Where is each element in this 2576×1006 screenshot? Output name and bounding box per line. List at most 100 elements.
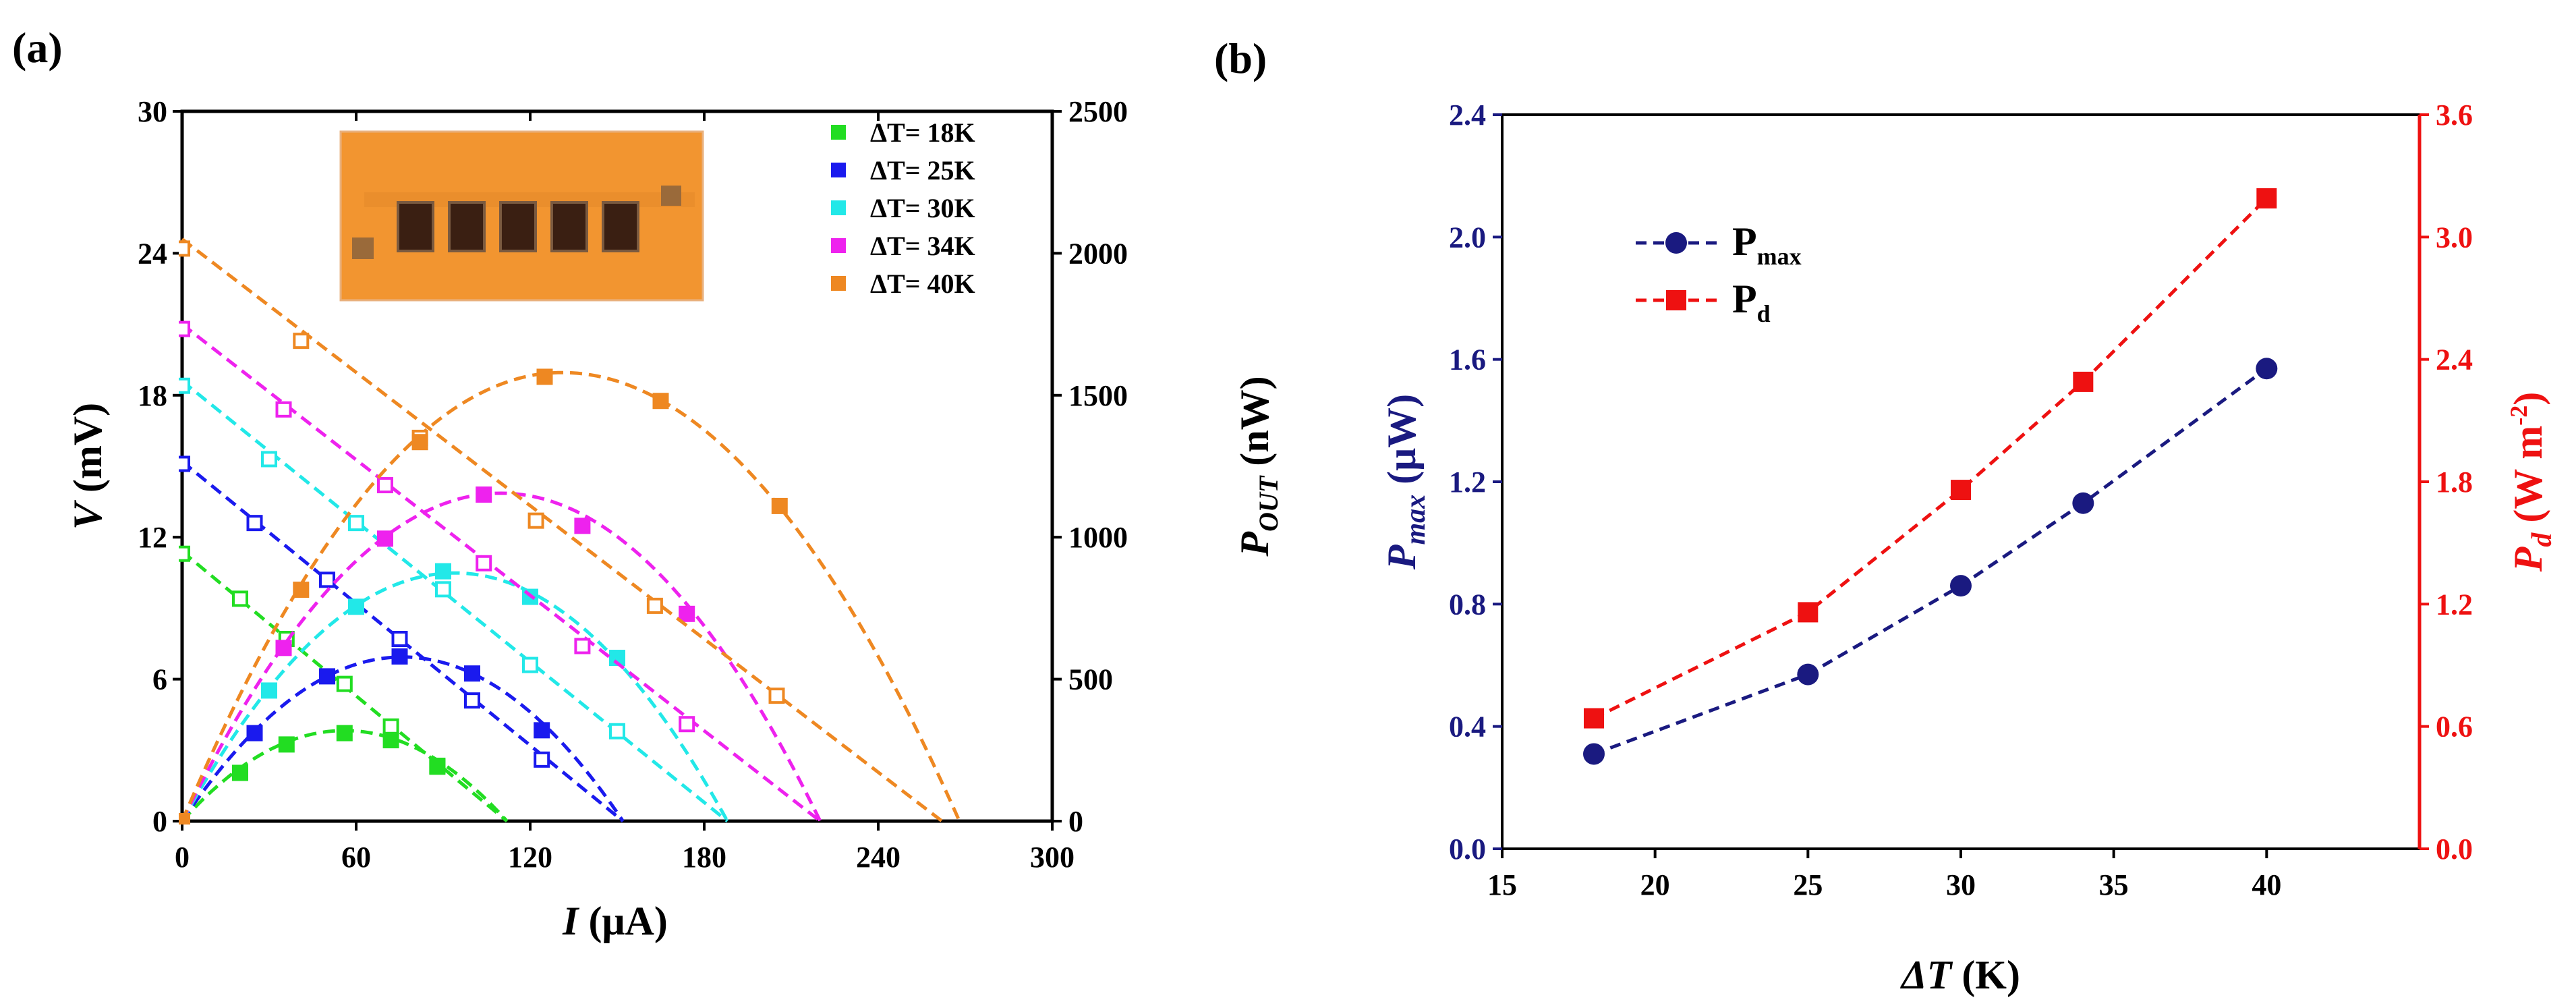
- voltage-point: [646, 597, 663, 614]
- x-tick-label-a: 0: [175, 841, 190, 874]
- legend-label-main: P: [1732, 277, 1757, 321]
- voltage-point: [336, 675, 353, 692]
- legend-marker-a: [831, 163, 846, 177]
- voltage-point: [246, 515, 263, 532]
- series-line-d: [1593, 197, 2268, 720]
- y-tick-label-left-a: 30: [138, 95, 167, 128]
- voltage-point: [293, 333, 310, 350]
- point-max: [1950, 575, 1972, 597]
- y-tick-label-right-b: 1.2: [2436, 588, 2473, 621]
- voltage-point: [179, 455, 190, 472]
- voltage-point: [527, 512, 544, 529]
- voltage-point: [179, 240, 190, 257]
- power-point: [534, 722, 550, 739]
- point-d: [1584, 708, 1604, 729]
- y-tick-label-left-a: 0: [152, 805, 167, 838]
- x-axis-label-a: I (μA): [562, 899, 668, 943]
- voltage-point: [232, 590, 248, 607]
- x-tick-label-a: 240: [856, 841, 900, 874]
- voltage-point: [679, 716, 695, 733]
- y-tick-label-left-b: 0.4: [1449, 710, 1486, 744]
- power-point: [536, 368, 553, 385]
- power-point: [246, 725, 263, 742]
- voltage-point: [522, 656, 538, 673]
- y-tick-label-left-b: 0.8: [1449, 588, 1486, 621]
- power-point: [179, 813, 190, 825]
- power-point: [278, 736, 295, 753]
- voltage-point: [319, 571, 335, 588]
- power-point: [275, 640, 292, 656]
- y-tick-label-right-a: 1000: [1068, 521, 1128, 554]
- y-tick-label-left-a: 12: [138, 521, 167, 554]
- x-tick-label-b: 20: [1640, 868, 1670, 901]
- legend-label-b: Pmax: [1732, 219, 1802, 270]
- y-tick-label-left-a: 18: [138, 379, 167, 412]
- power-point: [391, 648, 408, 665]
- legend-label-a: ΔT= 34K: [870, 231, 975, 261]
- legend-label-main: P: [1732, 219, 1757, 264]
- y-axis-label-right-b: Pd (W m-2): [2505, 392, 2558, 573]
- voltage-point: [768, 688, 785, 704]
- legend-label-a: ΔT= 25K: [870, 155, 975, 186]
- y-tick-label-right-a: 2000: [1068, 237, 1128, 270]
- legend-label-a: ΔT= 30K: [870, 193, 975, 223]
- voltage-point: [348, 515, 364, 532]
- y-tick-label-left-a: 6: [152, 663, 167, 696]
- x-tick-label-b: 30: [1946, 868, 1976, 901]
- legend-marker-a: [831, 125, 846, 140]
- legend-marker-a: [831, 238, 846, 253]
- voltage-point: [377, 477, 393, 494]
- legend-label-a: ΔT= 18K: [870, 117, 975, 148]
- power-point: [435, 563, 451, 580]
- voltage-point: [179, 377, 190, 394]
- legend-marker-b: [1665, 232, 1687, 254]
- y-tick-label-right-a: 1500: [1068, 379, 1128, 412]
- voltage-point: [382, 718, 399, 735]
- legend-label-sub: max: [1757, 243, 1802, 270]
- y-tick-label-left-b: 0.0: [1449, 833, 1486, 866]
- legend-marker-a: [831, 200, 846, 215]
- voltage-point: [534, 751, 550, 768]
- voltage-point: [179, 320, 190, 337]
- y-tick-label-right-b: 1.8: [2436, 466, 2473, 499]
- power-point: [261, 682, 277, 699]
- point-d: [2073, 371, 2094, 392]
- power-point: [377, 530, 393, 547]
- voltage-point: [609, 723, 625, 739]
- power-point: [574, 518, 591, 534]
- x-axis-label-b: ΔT (K): [1900, 953, 2020, 997]
- y-tick-label-right-b: 0.6: [2436, 710, 2473, 744]
- power-point: [232, 764, 248, 781]
- power-fit-curve: [180, 370, 961, 822]
- series-line-max: [1593, 367, 2268, 756]
- y-tick-label-right-b: 3.0: [2436, 221, 2473, 254]
- point-d: [2256, 188, 2277, 208]
- x-tick-label-a: 60: [341, 841, 371, 874]
- power-point: [464, 665, 480, 682]
- y-axis-label-left-b: Pmax (μW): [1379, 394, 1431, 570]
- y-tick-label-right-a: 0: [1068, 805, 1083, 838]
- power-point: [293, 582, 310, 598]
- power-point: [348, 598, 364, 615]
- voltage-fit-line: [181, 237, 944, 822]
- x-tick-label-a: 300: [1030, 841, 1075, 874]
- x-tick-label-b: 25: [1793, 868, 1823, 901]
- y-axis-label-left-a: V (mV): [65, 403, 110, 530]
- y-tick-label-right-b: 2.4: [2436, 343, 2473, 376]
- legend-label-sub: d: [1757, 300, 1771, 327]
- voltage-point: [275, 401, 292, 418]
- y-tick-label-right-b: 0.0: [2436, 833, 2473, 866]
- power-fit-curve: [181, 729, 509, 822]
- power-fit-curve: [180, 491, 822, 822]
- x-tick-label-b: 40: [2252, 868, 2281, 901]
- point-max: [2256, 358, 2278, 380]
- voltage-point: [435, 581, 451, 598]
- legend-marker-b: [1666, 290, 1686, 310]
- voltage-point: [261, 451, 277, 468]
- power-point: [476, 486, 492, 503]
- point-max: [2072, 492, 2094, 514]
- panel-label-a: (a): [12, 24, 63, 72]
- panel-b: 15 20 25 30 35 40 0.0 0.4 0.8 1.2 1.6 2.0 2.4 0.0 0.6 1…: [1379, 99, 2558, 997]
- point-max: [1797, 663, 1819, 686]
